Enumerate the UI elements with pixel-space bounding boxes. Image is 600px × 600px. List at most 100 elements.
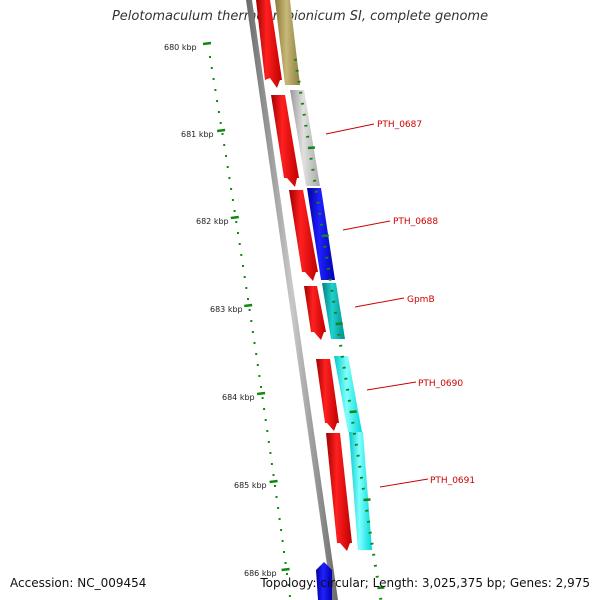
ruler-dot [253, 342, 256, 344]
gene-feature-pth-0687 [290, 90, 320, 186]
outer-tick [293, 58, 298, 61]
outer-tick [361, 487, 365, 490]
outer-tick [335, 322, 343, 326]
ruler-dot [280, 529, 283, 531]
outer-tick [300, 102, 305, 105]
ruler-dot [242, 265, 244, 267]
gene-feature-gpmb [322, 283, 345, 339]
ruler-dot [284, 562, 287, 564]
outer-tick [316, 201, 320, 204]
ruler-dot [216, 100, 219, 102]
gene-label-pth-0688: PTH_0688 [393, 217, 438, 227]
ruler-tick-label: 686 kbp [244, 569, 277, 578]
outer-tick [375, 575, 379, 578]
genome-backbone [246, 0, 338, 600]
outer-tick [328, 278, 332, 281]
ruler-major-tick [230, 215, 239, 220]
ruler-major-tick [216, 128, 226, 133]
ruler-dot [228, 177, 231, 179]
ruler-dot [260, 386, 262, 388]
outer-tick [377, 586, 385, 590]
ruler-dot [223, 144, 226, 146]
ruler-dot [238, 243, 241, 245]
ruler-dot [287, 584, 290, 586]
outer-tick [325, 256, 329, 259]
ruler-dot [286, 573, 288, 575]
outer-tick [314, 190, 319, 193]
outer-tick [333, 311, 338, 314]
outer-tick [306, 135, 310, 138]
outer-tick [351, 421, 355, 424]
ruler-tick-label: 685 kbp [234, 481, 267, 490]
outer-tick [354, 443, 358, 446]
ruler-tick-label: 684 kbp [222, 393, 255, 402]
ruler-dot [267, 441, 270, 443]
outer-tick [339, 344, 343, 347]
outer-tick [311, 168, 315, 171]
ruler-dot [251, 331, 254, 333]
outer-tick [358, 465, 362, 468]
ruler-tick-label: 680 kbp [164, 43, 197, 52]
outer-tick [323, 245, 327, 248]
ruler-dot [233, 210, 236, 212]
ruler-major-tick [256, 391, 266, 396]
ruler-major-tick [281, 567, 290, 572]
outer-tick [307, 146, 315, 150]
cds-arrow [326, 433, 352, 551]
outer-tick [366, 520, 371, 523]
gene-feature-pth-0690 [334, 356, 362, 432]
outer-tick [326, 267, 331, 270]
outer-tick [304, 124, 308, 127]
outer-tick [356, 454, 360, 457]
ruler-dot [256, 364, 259, 366]
ruler-dot [210, 67, 213, 69]
ruler-dot [269, 452, 272, 454]
ruler-dot [277, 507, 280, 509]
ruler-dot [258, 375, 261, 377]
ruler-dot [231, 199, 234, 201]
outer-tick [344, 377, 348, 380]
outer-tick-track [293, 58, 385, 600]
ruler-tick-label: 682 kbp [196, 217, 229, 226]
cds-arrow [256, 0, 282, 88]
leader-line [354, 297, 405, 308]
leader-line [366, 381, 417, 391]
ruler-dot [288, 595, 291, 597]
outer-tick [352, 432, 357, 435]
outer-tick [330, 289, 334, 292]
outer-tick [312, 179, 317, 182]
outer-tick [318, 212, 322, 215]
gene-label-pth-0691: PTH_0691 [430, 476, 475, 486]
ruler-dot [237, 232, 239, 234]
accession-label: Accession: NC_009454 [10, 576, 147, 590]
outer-tick [349, 410, 357, 414]
ruler-dot [245, 287, 248, 289]
ruler-dot [263, 408, 266, 410]
ruler-dot [281, 540, 284, 542]
ruler-dot [272, 474, 275, 476]
map-title: Pelotomaculum thermopropionicum SI, comp… [111, 9, 489, 24]
cds-track [256, 0, 352, 600]
genome-summary: Topology: circular; Length: 3,025,375 bp… [260, 576, 590, 590]
ruler-dot [226, 166, 229, 168]
gene-label-pth-0687: PTH_0687 [377, 120, 422, 130]
outer-tick [340, 355, 345, 358]
label-leaders [325, 123, 429, 488]
gene-feature-olive [275, 0, 300, 85]
ruler-dot [250, 320, 253, 322]
ruler-major-tick [202, 41, 212, 46]
ruler-dot [255, 353, 258, 355]
ruler-dot [278, 518, 281, 520]
ruler-dot [261, 397, 264, 399]
ruler-ticks [202, 41, 290, 572]
ruler-dot [225, 155, 227, 157]
ruler-dot [219, 122, 222, 124]
gene-label-pth-0690: PTH_0690 [418, 379, 463, 389]
ruler-track [209, 56, 291, 597]
gene-feature-pth-0691 [349, 432, 372, 550]
ruler-dot [264, 419, 267, 421]
outer-tick [368, 531, 372, 534]
ruler-dot [266, 430, 269, 432]
outer-tick [319, 223, 324, 226]
